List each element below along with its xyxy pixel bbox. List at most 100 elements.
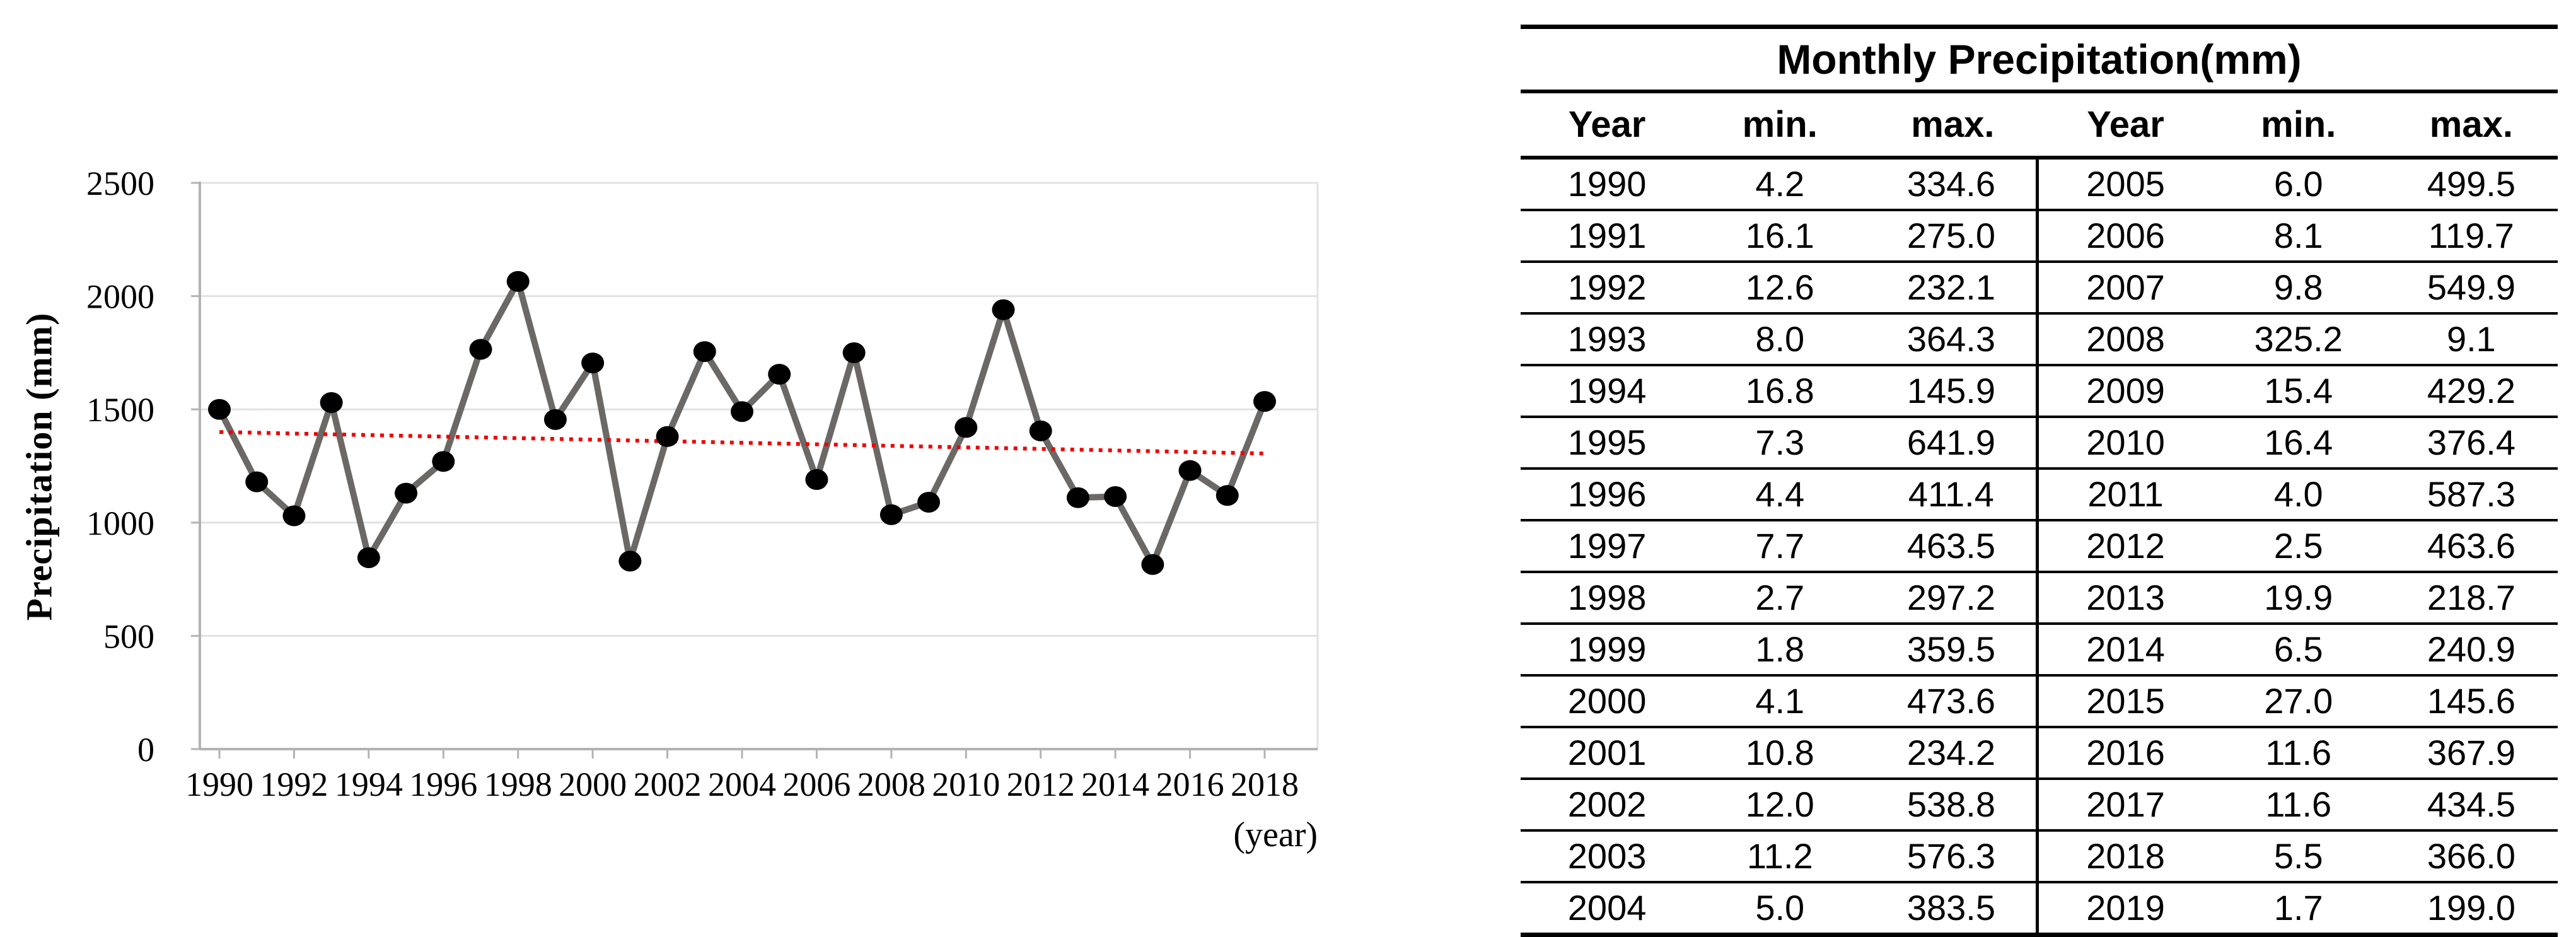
cell-11-1: 10.8 bbox=[1745, 733, 1814, 772]
cell-8-2: 297.2 bbox=[1866, 573, 2039, 622]
y-tick-label-1500: 1500 bbox=[86, 391, 154, 429]
cell-13-2: 576.3 bbox=[1866, 832, 2039, 881]
cell-6-4: 4.0 bbox=[2273, 474, 2323, 514]
cell-10-0: 2000 bbox=[1567, 681, 1647, 721]
cell-6-5: 587.3 bbox=[2427, 474, 2515, 514]
table-row-1999: 1999 1.8 359.5 2014 6.5 240.9 bbox=[1521, 625, 2558, 677]
cell-0-3: 2005 bbox=[2086, 164, 2165, 204]
y-tick-label-2000: 2000 bbox=[86, 278, 154, 316]
cell-5-3: 2010 bbox=[2086, 422, 2165, 462]
cell-9-5: 240.9 bbox=[2427, 629, 2515, 669]
data-point-2016 bbox=[1178, 460, 1202, 481]
x-tick-label-2002: 2002 bbox=[634, 765, 702, 803]
data-point-2018 bbox=[1253, 391, 1276, 412]
cell-8-0: 1998 bbox=[1567, 578, 1647, 617]
data-point-1999 bbox=[543, 409, 567, 430]
cell-9-3: 2014 bbox=[2086, 629, 2165, 669]
data-point-2005 bbox=[768, 364, 791, 385]
cell-4-3: 2009 bbox=[2086, 371, 2165, 410]
data-point-2006 bbox=[805, 469, 828, 491]
x-tick-label-2014: 2014 bbox=[1081, 765, 1149, 803]
table-row-2004: 2004 5.0 383.5 2019 1.7 199.0 bbox=[1521, 883, 2558, 937]
cell-4-4: 15.4 bbox=[2264, 371, 2333, 410]
cell-11-2: 234.2 bbox=[1866, 728, 2039, 777]
x-tick-label-1996: 1996 bbox=[409, 765, 477, 803]
data-point-2009 bbox=[917, 491, 941, 513]
data-point-1991 bbox=[245, 471, 269, 492]
data-point-2008 bbox=[879, 504, 903, 525]
cell-1-1: 16.1 bbox=[1745, 216, 1814, 255]
data-point-1993 bbox=[320, 392, 343, 413]
data-point-1998 bbox=[506, 271, 530, 292]
cell-5-5: 376.4 bbox=[2427, 422, 2515, 462]
x-tick-label-2004: 2004 bbox=[708, 765, 776, 803]
cell-7-4: 2.5 bbox=[2273, 526, 2323, 566]
cell-2-1: 12.6 bbox=[1745, 267, 1814, 307]
cell-14-0: 2004 bbox=[1567, 888, 1647, 928]
cell-12-3: 2017 bbox=[2086, 784, 2165, 824]
cell-9-1: 1.8 bbox=[1755, 629, 1805, 669]
cell-0-1: 4.2 bbox=[1755, 164, 1805, 204]
data-point-1994 bbox=[357, 547, 380, 568]
cell-11-3: 2016 bbox=[2086, 733, 2165, 772]
cell-3-4: 325.2 bbox=[2254, 319, 2343, 359]
cell-4-2: 145.9 bbox=[1866, 366, 2039, 416]
table-row-1995: 1995 7.3 641.9 2010 16.4 376.4 bbox=[1521, 418, 2558, 470]
cell-13-1: 11.2 bbox=[1746, 836, 1813, 876]
cell-7-2: 463.5 bbox=[1866, 521, 2039, 571]
x-tick-label-2006: 2006 bbox=[782, 765, 850, 803]
cell-5-1: 7.3 bbox=[1755, 422, 1805, 462]
x-tick-label-2016: 2016 bbox=[1156, 765, 1224, 803]
data-point-2014 bbox=[1104, 486, 1127, 507]
data-point-1995 bbox=[395, 482, 418, 504]
x-tick-label-1998: 1998 bbox=[484, 765, 552, 803]
cell-1-3: 2006 bbox=[2086, 216, 2165, 255]
cell-2-3: 2007 bbox=[2086, 267, 2165, 307]
chart-canvas: 0 500 1000 1500 2000 2500 1990 1992 1994 1996 1998… bbox=[86, 165, 1319, 803]
column-header-year-left: Year bbox=[1568, 104, 1646, 145]
cell-2-0: 1992 bbox=[1567, 267, 1647, 307]
data-point-2010 bbox=[954, 417, 978, 438]
data-point-2013 bbox=[1066, 487, 1089, 508]
cell-6-2: 411.4 bbox=[1866, 470, 2039, 519]
cell-1-0: 1991 bbox=[1567, 216, 1647, 255]
y-tick-label-500: 500 bbox=[103, 617, 154, 655]
cell-0-5: 499.5 bbox=[2427, 164, 2515, 204]
cell-12-2: 538.8 bbox=[1866, 780, 2039, 829]
cell-3-0: 1993 bbox=[1567, 319, 1647, 359]
x-tick-label-1992: 1992 bbox=[260, 765, 328, 803]
table-row-1991: 1991 16.1 275.0 2006 8.1 119.7 bbox=[1521, 211, 2558, 263]
cell-12-5: 434.5 bbox=[2427, 784, 2515, 824]
cell-11-4: 11.6 bbox=[2265, 733, 2332, 772]
column-header-max-right: max. bbox=[2429, 104, 2513, 145]
cell-8-5: 218.7 bbox=[2427, 578, 2515, 617]
table-row-2003: 2003 11.2 576.3 2018 5.5 366.0 bbox=[1521, 832, 2558, 883]
cell-9-4: 6.5 bbox=[2273, 629, 2323, 669]
cell-6-3: 2011 bbox=[2087, 474, 2164, 514]
cell-10-4: 27.0 bbox=[2264, 681, 2333, 721]
cell-13-0: 2003 bbox=[1567, 836, 1647, 876]
table-title: Monthly Precipitation(mm) bbox=[1521, 25, 2558, 93]
cell-4-5: 429.2 bbox=[2427, 371, 2515, 410]
precipitation-line-chart: 0 500 1000 1500 2000 2500 1990 1992 1994 1996 1998… bbox=[19, 165, 1319, 854]
cell-4-0: 1994 bbox=[1567, 371, 1647, 410]
cell-7-3: 2012 bbox=[2086, 526, 2165, 566]
data-point-2007 bbox=[842, 342, 866, 363]
cell-7-1: 7.7 bbox=[1755, 526, 1805, 566]
data-point-2001 bbox=[618, 550, 642, 572]
cell-4-1: 16.8 bbox=[1745, 371, 1814, 410]
cell-6-1: 4.4 bbox=[1755, 474, 1805, 514]
cell-10-2: 473.6 bbox=[1866, 677, 2039, 726]
cell-2-2: 232.1 bbox=[1866, 263, 2039, 312]
cell-3-3: 2008 bbox=[2086, 319, 2165, 359]
cell-14-1: 5.0 bbox=[1755, 888, 1805, 928]
cell-9-0: 1999 bbox=[1567, 629, 1647, 669]
cell-13-5: 366.0 bbox=[2427, 836, 2515, 876]
data-point-2004 bbox=[731, 401, 753, 422]
cell-2-4: 9.8 bbox=[2273, 267, 2323, 307]
cell-12-4: 11.6 bbox=[2265, 784, 2332, 824]
cell-11-0: 2001 bbox=[1567, 733, 1647, 772]
column-header-min-right: min. bbox=[2261, 104, 2336, 145]
cell-0-0: 1990 bbox=[1567, 164, 1647, 204]
cell-6-0: 1996 bbox=[1567, 474, 1647, 514]
